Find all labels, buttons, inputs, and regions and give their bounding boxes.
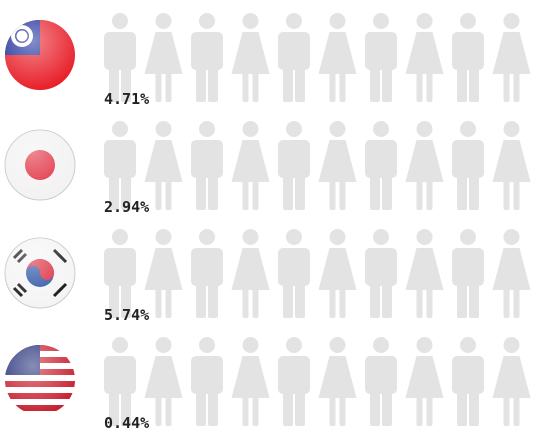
value-label: 2.94%	[104, 198, 149, 216]
person-icon	[318, 121, 357, 210]
person-icon	[452, 229, 484, 318]
person-icon	[405, 337, 444, 426]
person-icon	[191, 229, 223, 318]
person-icon	[231, 229, 270, 318]
person-icon	[278, 337, 310, 426]
flag-japan	[4, 129, 76, 201]
person-icon	[492, 337, 531, 426]
flag-usa	[5, 345, 75, 415]
person-icon	[318, 337, 357, 426]
person-icon	[492, 13, 531, 102]
person-icon	[452, 13, 484, 102]
person-icon	[191, 121, 223, 210]
person-icon	[365, 121, 397, 210]
person-icon	[365, 229, 397, 318]
person-icon	[405, 13, 444, 102]
person-icon	[365, 337, 397, 426]
person-icon	[191, 337, 223, 426]
person-icon	[278, 121, 310, 210]
person-icon	[104, 229, 136, 318]
person-icon	[144, 337, 183, 426]
person-icon	[452, 337, 484, 426]
value-label: 5.74%	[104, 306, 149, 324]
person-icon	[231, 13, 270, 102]
value-label: 4.71%	[104, 90, 149, 108]
value-label: 0.44%	[104, 414, 149, 432]
person-icon	[278, 13, 310, 102]
person-icon	[365, 13, 397, 102]
person-icon	[144, 229, 183, 318]
person-icon	[191, 13, 223, 102]
person-icon	[144, 13, 183, 102]
person-icon	[492, 121, 531, 210]
flag-taiwan	[5, 20, 75, 90]
person-icon	[104, 337, 136, 426]
person-icon	[231, 337, 270, 426]
person-icon	[318, 229, 357, 318]
person-icon	[405, 121, 444, 210]
person-icon	[104, 121, 136, 210]
person-icon	[405, 229, 444, 318]
person-icon	[104, 13, 136, 102]
person-icon	[231, 121, 270, 210]
person-icon	[318, 13, 357, 102]
person-icon	[278, 229, 310, 318]
person-icon	[452, 121, 484, 210]
person-icon	[492, 229, 531, 318]
flag-korea	[4, 237, 76, 309]
person-icon	[144, 121, 183, 210]
